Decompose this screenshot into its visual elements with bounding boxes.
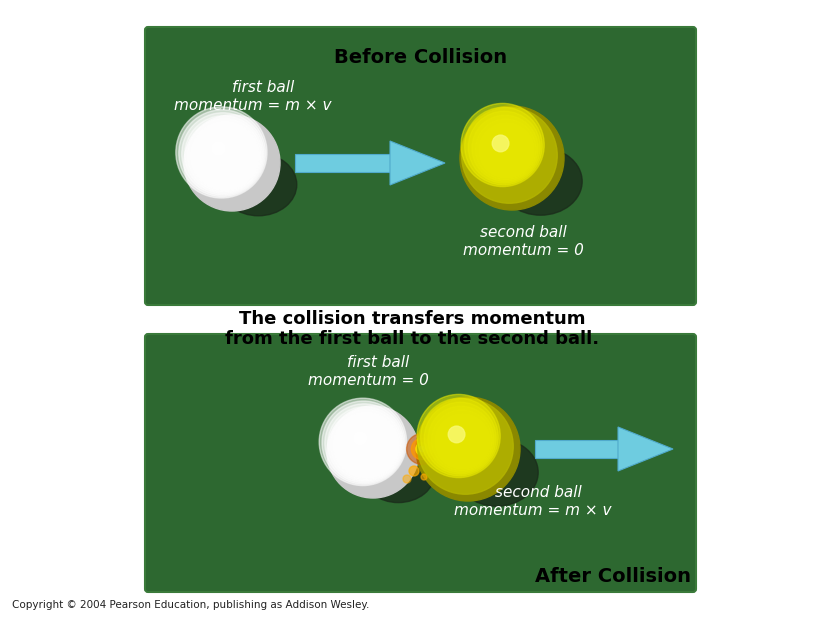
Circle shape: [439, 418, 488, 467]
Circle shape: [200, 131, 255, 186]
Circle shape: [464, 107, 542, 185]
Circle shape: [331, 409, 401, 480]
Circle shape: [475, 119, 536, 180]
Circle shape: [469, 111, 540, 183]
Circle shape: [322, 401, 405, 484]
Circle shape: [416, 443, 428, 455]
Text: The collision transfers momentum: The collision transfers momentum: [238, 310, 585, 328]
Circle shape: [353, 432, 389, 468]
Circle shape: [347, 426, 392, 471]
Circle shape: [450, 430, 482, 462]
Circle shape: [333, 412, 399, 478]
Circle shape: [460, 106, 564, 210]
Circle shape: [424, 402, 496, 474]
Circle shape: [179, 110, 266, 196]
Bar: [535, 440, 618, 458]
Circle shape: [490, 134, 528, 173]
Circle shape: [208, 139, 250, 181]
Circle shape: [342, 421, 395, 474]
Circle shape: [191, 121, 259, 191]
Text: first ball: first ball: [232, 80, 295, 95]
Circle shape: [403, 475, 411, 483]
Circle shape: [419, 446, 425, 452]
Circle shape: [182, 113, 264, 195]
Text: momentum = 0: momentum = 0: [308, 373, 428, 388]
Circle shape: [211, 142, 248, 180]
Circle shape: [472, 115, 538, 181]
Text: momentum = 0: momentum = 0: [463, 243, 583, 258]
Circle shape: [351, 429, 390, 469]
Bar: [295, 154, 390, 172]
Circle shape: [185, 116, 262, 193]
Circle shape: [417, 394, 500, 478]
Circle shape: [202, 133, 253, 184]
Circle shape: [194, 124, 258, 189]
Circle shape: [421, 474, 427, 480]
Circle shape: [431, 410, 492, 470]
Text: momentum = m × v: momentum = m × v: [174, 98, 332, 113]
Circle shape: [453, 433, 480, 461]
Circle shape: [212, 142, 224, 155]
Circle shape: [448, 426, 464, 443]
Text: After Collision: After Collision: [535, 567, 691, 586]
Text: Before Collision: Before Collision: [334, 48, 507, 67]
Circle shape: [409, 466, 419, 476]
FancyBboxPatch shape: [145, 27, 696, 305]
Circle shape: [416, 397, 520, 501]
Text: first ball: first ball: [346, 355, 409, 370]
Circle shape: [187, 119, 261, 192]
Text: momentum = m × v: momentum = m × v: [455, 503, 612, 518]
Circle shape: [446, 426, 484, 464]
Circle shape: [205, 136, 252, 183]
Circle shape: [486, 131, 530, 175]
Polygon shape: [618, 427, 673, 471]
Circle shape: [428, 406, 494, 472]
Ellipse shape: [499, 147, 582, 215]
Circle shape: [354, 432, 366, 444]
Circle shape: [493, 139, 526, 171]
Text: from the first ball to the second ball.: from the first ball to the second ball.: [225, 330, 599, 348]
Circle shape: [417, 399, 513, 494]
Circle shape: [196, 128, 257, 188]
Circle shape: [214, 145, 247, 178]
Text: Copyright © 2004 Pearson Education, publishing as Addison Wesley.: Copyright © 2004 Pearson Education, publ…: [12, 600, 370, 610]
Circle shape: [461, 108, 557, 203]
Text: second ball: second ball: [495, 485, 582, 500]
Circle shape: [184, 115, 280, 211]
Circle shape: [435, 414, 490, 469]
Circle shape: [336, 415, 398, 477]
Polygon shape: [390, 141, 445, 185]
Circle shape: [176, 107, 267, 198]
Circle shape: [493, 135, 509, 152]
Circle shape: [319, 398, 407, 485]
Circle shape: [497, 142, 524, 169]
Circle shape: [339, 418, 396, 475]
FancyBboxPatch shape: [145, 334, 696, 592]
Circle shape: [327, 406, 419, 498]
Circle shape: [421, 398, 498, 476]
Ellipse shape: [220, 154, 297, 216]
Ellipse shape: [455, 439, 538, 506]
Circle shape: [328, 407, 402, 481]
Ellipse shape: [361, 443, 435, 503]
Circle shape: [407, 433, 437, 464]
Circle shape: [356, 435, 388, 467]
Circle shape: [412, 438, 432, 460]
Circle shape: [442, 422, 486, 465]
Circle shape: [345, 423, 394, 472]
Circle shape: [483, 127, 532, 176]
Text: second ball: second ball: [479, 225, 567, 240]
Circle shape: [325, 404, 403, 483]
Circle shape: [461, 103, 544, 186]
Circle shape: [479, 123, 534, 178]
